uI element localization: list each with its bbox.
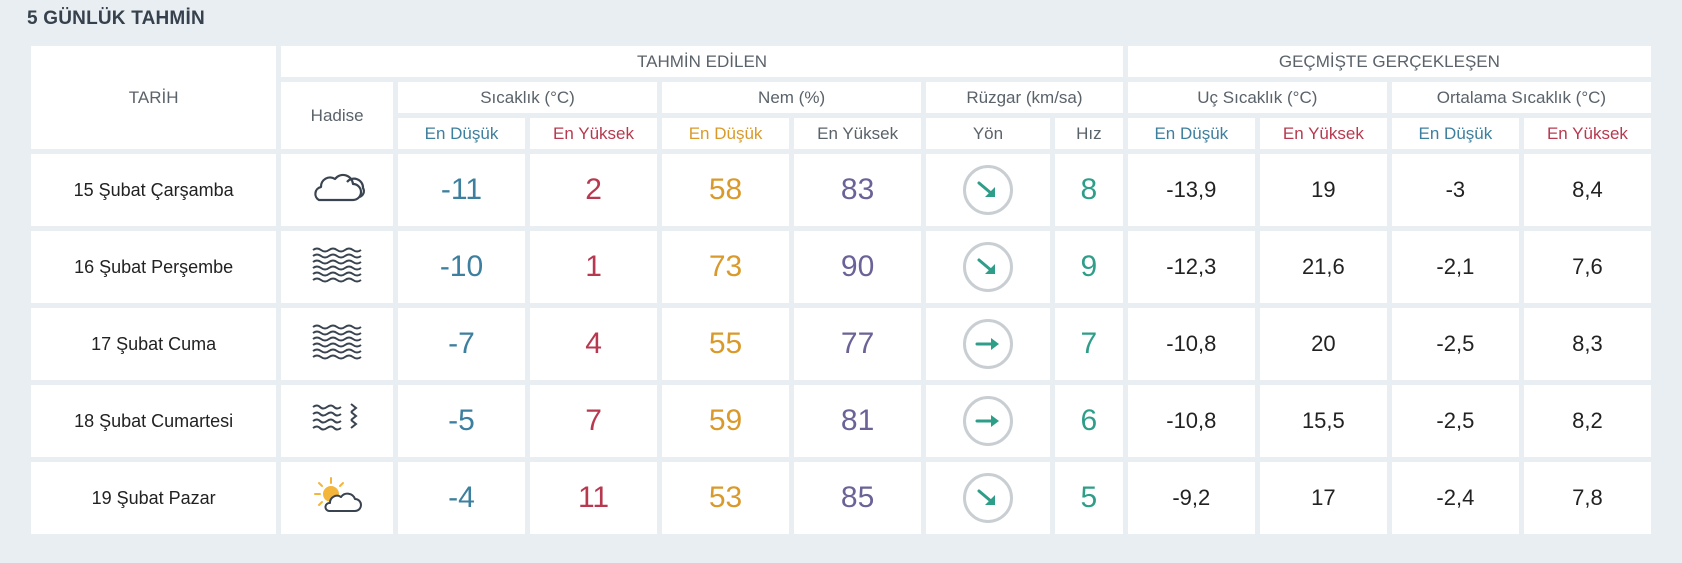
temp-min: -5 (397, 385, 526, 457)
row-date: 15 Şubat Çarşamba (31, 154, 277, 226)
table-row: 19 Şubat Pazar -4 11 53 85 (31, 462, 1651, 534)
header-ortalama-sicaklik: Ortalama Sıcaklık (°C) (1391, 82, 1651, 113)
east-arrow-icon (962, 396, 1013, 446)
extreme-max: 15,5 (1259, 385, 1387, 457)
hum-max: 83 (794, 154, 922, 226)
weather-cell (281, 154, 393, 226)
wind-speed: 8 (1054, 154, 1123, 226)
cloud-icon (307, 170, 367, 211)
hum-min: 73 (662, 231, 790, 303)
extreme-min: -12,3 (1127, 231, 1255, 303)
header-past-group: GEÇMİŞTE GERÇEKLEŞEN (1127, 46, 1651, 77)
extreme-min: -10,8 (1127, 385, 1255, 457)
temp-min: -11 (397, 154, 526, 226)
header-hadise: Hadise (281, 82, 393, 149)
temp-max: 11 (530, 462, 658, 534)
hum-min: 58 (662, 154, 790, 226)
header-ruzgar: Rüzgar (km/sa) (926, 82, 1123, 113)
temp-max: 1 (530, 231, 658, 303)
hum-min: 59 (662, 385, 790, 457)
extreme-min: -13,9 (1127, 154, 1255, 226)
temp-max: 7 (530, 385, 658, 457)
weather-cell (281, 308, 393, 380)
temp-min: -7 (397, 308, 526, 380)
avg-min: -2,1 (1391, 231, 1519, 303)
header-wind-dir: Yön (926, 118, 1050, 149)
partly-cloudy-icon (311, 475, 363, 522)
header-nem: Nem (%) (662, 82, 922, 113)
avg-max: 7,6 (1523, 231, 1651, 303)
hum-max: 85 (794, 462, 922, 534)
header-extreme-min: En Düşük (1127, 118, 1255, 149)
header-hum-max: En Yüksek (794, 118, 922, 149)
wind-dir-cell (926, 231, 1050, 303)
table-row: 18 Şubat Cumartesi -5 7 59 81 (31, 385, 1651, 457)
temp-min: -10 (397, 231, 526, 303)
avg-max: 8,2 (1523, 385, 1651, 457)
avg-min: -2,4 (1391, 462, 1519, 534)
header-tarih: TARİH (31, 46, 277, 149)
header-forecast-group: TAHMİN EDİLEN (281, 46, 1123, 77)
weather-cell (281, 385, 393, 457)
temp-min: -4 (397, 462, 526, 534)
extreme-min: -10,8 (1127, 308, 1255, 380)
wind-dir-cell (926, 385, 1050, 457)
extreme-max: 19 (1259, 154, 1387, 226)
fog-icon (311, 246, 363, 289)
wind-dir-cell (926, 308, 1050, 380)
wind-dir-cell (926, 462, 1050, 534)
header-temp-max: En Yüksek (530, 118, 658, 149)
row-date: 18 Şubat Cumartesi (31, 385, 277, 457)
extreme-min: -9,2 (1127, 462, 1255, 534)
south-east-arrow-icon (962, 242, 1013, 292)
header-avg-max: En Yüksek (1523, 118, 1651, 149)
hum-min: 55 (662, 308, 790, 380)
header-avg-min: En Düşük (1391, 118, 1519, 149)
forecast-table: TARİH TAHMİN EDİLEN GEÇMİŞTE GERÇEKLEŞEN… (26, 41, 1656, 539)
avg-min: -3 (1391, 154, 1519, 226)
row-date: 17 Şubat Cuma (31, 308, 277, 380)
header-wind-speed: Hız (1054, 118, 1123, 149)
hum-max: 90 (794, 231, 922, 303)
header-temp-min: En Düşük (397, 118, 526, 149)
row-date: 16 Şubat Perşembe (31, 231, 277, 303)
hum-max: 77 (794, 308, 922, 380)
avg-max: 8,3 (1523, 308, 1651, 380)
header-sicaklik: Sıcaklık (°C) (397, 82, 658, 113)
weather-cell (281, 462, 393, 534)
avg-max: 7,8 (1523, 462, 1651, 534)
wind-speed: 6 (1054, 385, 1123, 457)
wind-dir-cell (926, 154, 1050, 226)
south-east-arrow-icon (962, 473, 1013, 523)
fog-icon (311, 323, 363, 366)
avg-min: -2,5 (1391, 308, 1519, 380)
header-hum-min: En Düşük (662, 118, 790, 149)
south-east-arrow-icon (962, 165, 1013, 215)
fog-wind-icon (311, 401, 363, 442)
table-row: 17 Şubat Cuma -7 4 55 77 7 -10,8 (31, 308, 1651, 380)
table-row: 15 Şubat Çarşamba -11 2 58 83 8 -13,9 19… (31, 154, 1651, 226)
east-arrow-icon (962, 319, 1013, 369)
page-title: 5 GÜNLÜK TAHMİN (27, 8, 205, 29)
hum-max: 81 (794, 385, 922, 457)
extreme-max: 21,6 (1259, 231, 1387, 303)
row-date: 19 Şubat Pazar (31, 462, 277, 534)
wind-speed: 9 (1054, 231, 1123, 303)
avg-min: -2,5 (1391, 385, 1519, 457)
hum-min: 53 (662, 462, 790, 534)
avg-max: 8,4 (1523, 154, 1651, 226)
extreme-max: 20 (1259, 308, 1387, 380)
header-extreme-max: En Yüksek (1259, 118, 1387, 149)
wind-speed: 7 (1054, 308, 1123, 380)
temp-max: 2 (530, 154, 658, 226)
header-uc-sicaklik: Uç Sıcaklık (°C) (1127, 82, 1387, 113)
extreme-max: 17 (1259, 462, 1387, 534)
weather-cell (281, 231, 393, 303)
temp-max: 4 (530, 308, 658, 380)
wind-speed: 5 (1054, 462, 1123, 534)
table-row: 16 Şubat Perşembe -10 1 73 90 9 -12 (31, 231, 1651, 303)
